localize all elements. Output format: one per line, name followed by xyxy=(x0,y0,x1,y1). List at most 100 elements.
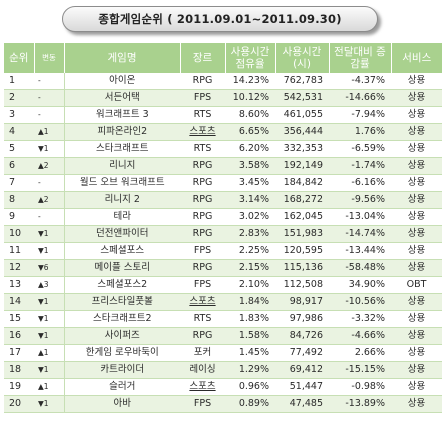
cell-time: 542,531 xyxy=(275,89,329,107)
cell-time: 461,055 xyxy=(275,106,329,124)
cell-time: 51,447 xyxy=(275,378,329,396)
cell-diff: -6.16% xyxy=(329,174,391,192)
cell-time: 762,783 xyxy=(275,73,329,90)
cell-change: - xyxy=(34,208,64,226)
cell-rank: 10 xyxy=(4,225,34,243)
cell-game: 워크래프트 3 xyxy=(63,106,180,124)
cell-diff: -4.37% xyxy=(329,73,391,90)
cell-diff: -6.59% xyxy=(329,140,391,158)
cell-change: ▲1 xyxy=(34,344,64,362)
cell-share: 8.60% xyxy=(225,106,275,124)
cell-change: ▲1 xyxy=(34,123,64,141)
cell-service: 상용 xyxy=(391,310,442,328)
cell-diff: -4.66% xyxy=(329,327,391,345)
cell-game: 스페셜포스2 xyxy=(63,276,180,294)
cell-diff: -3.32% xyxy=(329,310,391,328)
table-row: 7- 월드 오브 워크래프트 RPG 3.45% 184,842 -6.16% 상용 xyxy=(4,174,442,192)
cell-game: 피파온라인2 xyxy=(63,123,180,141)
cell-service: 상용 xyxy=(391,73,442,90)
header-time: 사용시간 (시) xyxy=(275,43,330,73)
cell-rank: 1 xyxy=(4,73,34,90)
cell-genre: RTS xyxy=(180,106,225,124)
cell-game: 리니지 2 xyxy=(63,191,180,209)
table-row: 16 ▼1 사이퍼즈 RPG 1.58% 84,726 -4.66% 상용 xyxy=(4,327,442,345)
table-row: 10 ▼1 던전앤파이터 RPG 2.83% 151,983 -14.74% 상용 xyxy=(4,225,442,243)
cell-genre: FPS xyxy=(180,395,225,413)
cell-game: 서든어택 xyxy=(63,89,180,107)
cell-time: 77,492 xyxy=(275,344,329,362)
cell-time: 112,508 xyxy=(275,276,329,294)
cell-game: 리니지 xyxy=(63,157,180,175)
cell-genre: 스포츠 xyxy=(180,378,225,396)
cell-genre: RPG xyxy=(180,208,225,226)
cell-share: 6.65% xyxy=(225,123,275,141)
cell-game: 카트라이더 xyxy=(63,361,180,379)
cell-diff: -10.56% xyxy=(329,293,391,311)
cell-rank: 2 xyxy=(4,89,34,107)
cell-service: 상용 xyxy=(391,140,442,158)
table-row: 6 ▲2 리니지 RPG 3.58% 192,149 -1.74% 상용 xyxy=(4,157,442,175)
cell-rank: 7 xyxy=(4,174,34,192)
cell-diff: 2.66% xyxy=(329,344,391,362)
cell-service: 상용 xyxy=(391,344,442,362)
cell-service: 상용 xyxy=(391,123,442,141)
cell-diff: -14.74% xyxy=(329,225,391,243)
cell-share: 10.12% xyxy=(225,89,275,107)
cell-game: 메이플 스토리 xyxy=(63,259,180,277)
header-row: 순위 변동 게임명 장르 사용시간 점유율 사용시간 (시) 전달대비 증감률 … xyxy=(4,43,442,73)
cell-share: 3.02% xyxy=(225,208,275,226)
cell-rank: 20 xyxy=(4,395,34,413)
cell-time: 84,726 xyxy=(275,327,329,345)
cell-rank: 3 xyxy=(4,106,34,124)
cell-change: ▼1 xyxy=(34,310,64,328)
header-genre: 장르 xyxy=(180,43,226,73)
cell-service: 상용 xyxy=(391,293,442,311)
cell-service: OBT xyxy=(391,276,442,294)
cell-diff: -14.66% xyxy=(329,89,391,107)
cell-genre: 스포츠 xyxy=(180,293,225,311)
cell-rank: 13 xyxy=(4,276,34,294)
header-change: 변동 xyxy=(34,43,65,73)
cell-diff: -15.15% xyxy=(329,361,391,379)
cell-genre: RTS xyxy=(180,310,225,328)
cell-diff: -0.98% xyxy=(329,378,391,396)
cell-change: ▲1 xyxy=(34,378,64,396)
header-game: 게임명 xyxy=(64,43,181,73)
cell-change: - xyxy=(34,174,64,192)
title-banner: 종합게임순위 ( 2011.09.01~2011.09.30) xyxy=(62,6,382,36)
cell-service: 상용 xyxy=(391,378,442,396)
cell-share: 0.96% xyxy=(225,378,275,396)
cell-change: ▼1 xyxy=(34,293,64,311)
cell-time: 168,272 xyxy=(275,191,329,209)
table-row: 18 ▼1 카트라이더 레이싱 1.29% 69,412 -15.15% 상용 xyxy=(4,361,442,379)
cell-time: 120,595 xyxy=(275,242,329,260)
cell-time: 98,917 xyxy=(275,293,329,311)
cell-service: 상용 xyxy=(391,259,442,277)
cell-share: 2.83% xyxy=(225,225,275,243)
cell-change: - xyxy=(34,73,64,90)
cell-rank: 19 xyxy=(4,378,34,396)
header-service: 서비스 xyxy=(391,43,442,73)
cell-rank: 5 xyxy=(4,140,34,158)
cell-genre: 레이싱 xyxy=(180,361,225,379)
cell-service: 상용 xyxy=(391,208,442,226)
cell-game: 아이온 xyxy=(63,73,180,90)
cell-service: 상용 xyxy=(391,327,442,345)
cell-service: 상용 xyxy=(391,106,442,124)
cell-diff: -58.48% xyxy=(329,259,391,277)
table-row: 14 ▼1 프리스타일풋볼 스포츠 1.84% 98,917 -10.56% 상용 xyxy=(4,293,442,311)
cell-diff: -7.94% xyxy=(329,106,391,124)
cell-service: 상용 xyxy=(391,89,442,107)
cell-genre: RPG xyxy=(180,174,225,192)
cell-game: 프리스타일풋볼 xyxy=(63,293,180,311)
cell-service: 상용 xyxy=(391,361,442,379)
cell-genre: RPG xyxy=(180,191,225,209)
cell-share: 14.23% xyxy=(225,73,275,90)
table-row: 8 ▲2 리니지 2 RPG 3.14% 168,272 -9.56% 상용 xyxy=(4,191,442,209)
cell-genre: RPG xyxy=(180,259,225,277)
cell-rank: 9 xyxy=(4,208,34,226)
cell-game: 한게임 로우바둑이 xyxy=(63,344,180,362)
page-title: 종합게임순위 ( 2011.09.01~2011.09.30) xyxy=(62,6,378,32)
cell-change: ▼1 xyxy=(34,225,64,243)
cell-genre: 포커 xyxy=(180,344,225,362)
